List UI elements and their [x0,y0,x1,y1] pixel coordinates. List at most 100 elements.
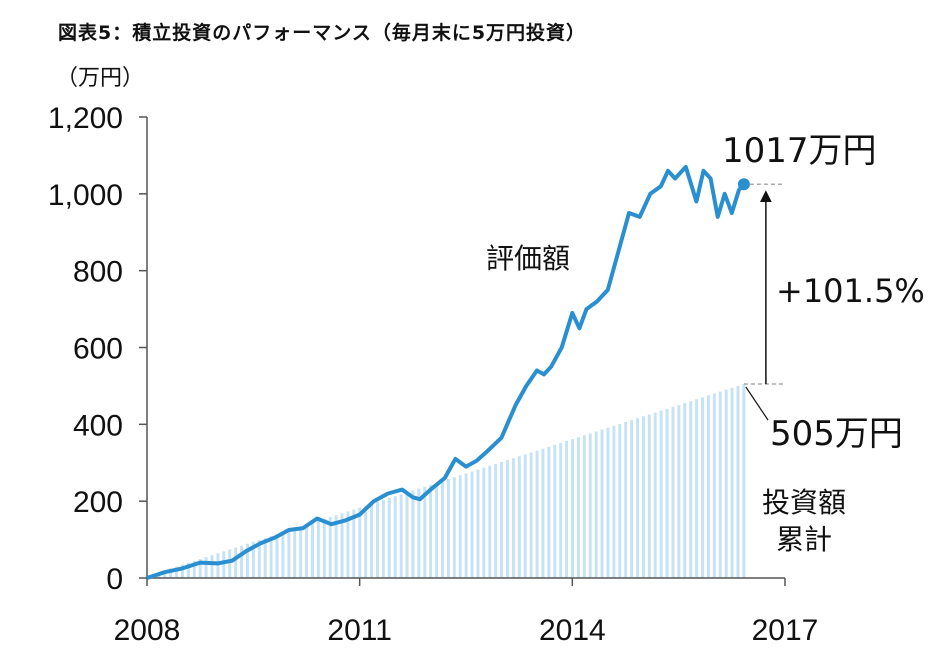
invested-bar [334,515,338,578]
invested-series-label-line2: 累計 [776,523,832,556]
invested-bar [305,524,309,578]
invested-bar [500,461,504,578]
invested-bar [204,557,208,578]
y-tick-label: 600 [73,333,123,366]
final-value-label: 1017万円 [722,131,877,171]
invested-bar [523,454,527,578]
invested-bar [310,522,314,578]
invested-bar [328,517,332,578]
invested-bar [387,498,391,578]
invested-bar [216,553,220,578]
invested-bar [494,463,498,578]
invested-bar [169,568,173,578]
invested-bar [251,541,255,578]
invested-bar [647,414,651,578]
invested-bar [671,406,675,578]
chart-title: 図表5：積立投資のパフォーマンス（毎月末に5万円投資） [58,22,587,44]
invested-bar [429,484,433,578]
x-tick-label: 2008 [114,614,181,647]
invested-bar [257,539,261,578]
invested-bar [228,549,232,578]
invested-bar [724,389,728,578]
invested-bar [381,500,385,578]
invested-bar [245,543,249,578]
invested-bar [198,558,202,578]
x-tick-labels: 2008 2011 2014 2017 [114,614,819,647]
invested-bar [636,418,639,578]
invested-bar [718,391,722,578]
final-invested-label: 505万円 [770,414,903,454]
x-tick-label: 2011 [327,614,392,647]
y-tick-labels: 0 200 400 600 800 1,000 1,200 [48,102,123,596]
invested-bar [287,530,291,578]
invested-bar [234,547,238,578]
invested-bar [582,435,586,578]
invested-bar [547,446,551,578]
invested-bar [529,452,533,578]
invested-bar [653,412,657,578]
invested-bar [742,383,746,578]
return-label: +101.5% [776,272,925,310]
invested-bar [222,551,226,578]
invested-bar [470,471,474,578]
invested-bar [452,477,456,578]
x-tick-label: 2014 [539,614,606,647]
invested-bar [269,536,273,578]
invested-bar [446,479,450,578]
invested-bar [393,496,397,578]
y-tick-label: 200 [73,486,123,519]
invested-bar [517,456,521,578]
invested-bar [730,387,734,578]
invested-bar [535,450,539,578]
invested-bar [689,401,693,578]
invested-bar [701,397,704,578]
y-tick-label: 400 [73,409,123,442]
invested-bar [576,437,580,578]
invested-bar [476,469,480,578]
invested-bar [192,560,196,578]
invested-bar [352,509,356,578]
invested-bar [370,503,374,578]
invested-bar [665,408,669,578]
invested-bar [405,492,409,578]
invested-bar [677,404,681,578]
x-tick-label: 2017 [752,614,819,647]
valuation-line [146,164,746,580]
invested-leader-line [745,386,769,421]
axes [139,116,786,586]
invested-bar [541,448,545,578]
invested-bar [322,519,326,578]
invested-bar [358,507,362,578]
invested-bar [553,444,557,578]
invested-bar [316,520,320,578]
invested-bar [441,480,444,578]
invested-bar [695,399,699,578]
invested-bar [263,538,267,578]
invested-bar [482,467,486,578]
invested-bar [411,490,415,578]
y-axis-unit-label: （万円） [56,66,145,91]
invested-bar [565,441,569,578]
invested-bar [423,486,427,578]
invested-bar [736,385,740,578]
invested-bar [240,545,244,578]
invested-bar [299,526,303,578]
invested-bar [712,393,716,578]
invested-bar [600,429,604,578]
invested-bar [588,433,592,578]
invested-bar [399,494,403,578]
y-tick-label: 800 [73,256,123,289]
invested-bar [594,431,598,578]
invested-bar [488,465,492,578]
invested-bar [618,423,622,578]
invested-bar [506,460,509,578]
invested-bar [275,534,279,578]
invested-bar [683,403,687,578]
invested-bar [293,528,297,578]
invested-bar [346,511,350,578]
invested-bar [186,562,190,578]
invested-bar [559,442,563,578]
invested-bar [511,458,515,578]
invested-bar [458,475,462,578]
